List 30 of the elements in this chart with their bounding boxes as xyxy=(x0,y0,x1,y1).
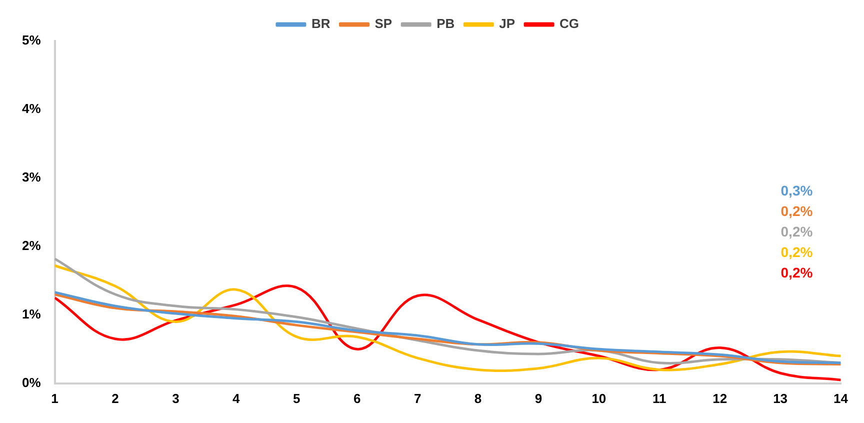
x-tick-label: 8 xyxy=(474,390,482,406)
y-tick-label: 2% xyxy=(22,238,42,254)
annotation: 0,2% xyxy=(780,203,814,220)
legend-label: BR xyxy=(311,16,331,32)
x-tick-label: 12 xyxy=(712,390,728,406)
annotation: 0,2% xyxy=(780,264,814,281)
x-tick-label: 1 xyxy=(51,390,58,406)
legend-label: PB xyxy=(436,16,455,32)
x-tick-label: 3 xyxy=(172,390,180,406)
y-tick-label: 3% xyxy=(22,170,42,185)
y-tick-label: 1% xyxy=(22,306,42,322)
x-tick-label: 13 xyxy=(773,390,788,406)
legend-label: CG xyxy=(560,16,580,32)
x-tick-label: 9 xyxy=(534,390,542,406)
y-tick-label: 5% xyxy=(22,32,42,48)
y-tick-label: 0% xyxy=(22,374,42,390)
annotation: 0,2% xyxy=(780,224,814,240)
x-tick-label: 14 xyxy=(834,390,849,406)
legend-label: JP xyxy=(499,16,516,32)
x-tick-label: 4 xyxy=(232,390,241,406)
annotation: 0,2% xyxy=(780,244,814,260)
x-tick-label: 11 xyxy=(652,390,666,406)
x-tick-label: 6 xyxy=(353,390,361,406)
legend-label: SP xyxy=(374,16,392,32)
x-tick-label: 7 xyxy=(414,390,422,406)
x-tick-label: 2 xyxy=(112,390,119,406)
y-tick-label: 4% xyxy=(22,101,42,116)
annotation: 0,3% xyxy=(780,182,814,199)
x-tick-label: 5 xyxy=(293,390,300,406)
x-tick-label: 10 xyxy=(592,390,606,406)
